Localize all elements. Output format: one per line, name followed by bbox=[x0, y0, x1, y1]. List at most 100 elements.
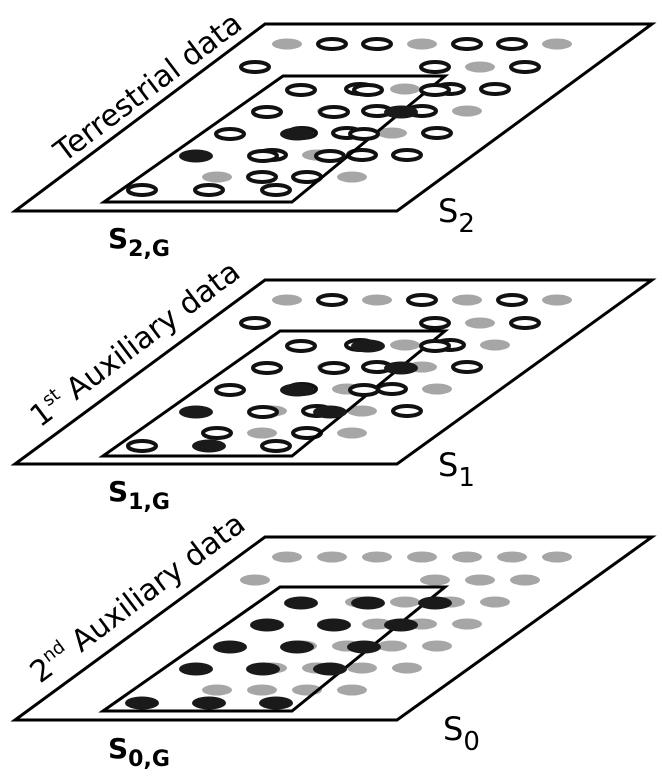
subregion-data-point bbox=[317, 618, 351, 632]
subregion-data-point bbox=[280, 640, 314, 654]
data-point bbox=[509, 60, 541, 74]
data-point bbox=[497, 551, 527, 563]
subregion-data-point bbox=[260, 439, 292, 453]
subregion-data-point bbox=[179, 405, 213, 419]
data-point bbox=[451, 37, 483, 51]
data-point bbox=[337, 684, 367, 696]
subregion-data-point bbox=[213, 640, 247, 654]
subregion-data-point bbox=[214, 383, 246, 397]
data-point bbox=[479, 82, 511, 96]
subregion-data-point bbox=[419, 339, 451, 353]
data-point bbox=[272, 294, 302, 306]
data-point bbox=[347, 405, 377, 417]
data-point bbox=[240, 574, 270, 586]
subregion-data-point bbox=[259, 696, 293, 710]
subregion-dots-2nd-auxiliary bbox=[125, 596, 452, 710]
data-point bbox=[419, 60, 451, 74]
data-point bbox=[337, 427, 367, 439]
data-point bbox=[390, 83, 420, 95]
data-point bbox=[421, 126, 453, 140]
data-point bbox=[376, 382, 408, 396]
subregion-data-point bbox=[192, 696, 226, 710]
set-label-s0g: S0,G bbox=[108, 732, 170, 772]
data-point bbox=[451, 360, 483, 374]
subregion-data-point bbox=[384, 105, 418, 119]
data-point bbox=[377, 127, 407, 139]
data-point bbox=[542, 551, 572, 563]
subregion-data-point bbox=[246, 662, 280, 676]
subregion-data-point bbox=[214, 127, 246, 141]
data-point bbox=[390, 596, 420, 608]
subregion-s2g bbox=[99, 74, 450, 204]
subregion-data-point bbox=[284, 596, 318, 610]
data-point bbox=[542, 38, 572, 50]
data-point bbox=[316, 293, 348, 307]
set-label-s0: S0 bbox=[443, 710, 480, 757]
data-point bbox=[361, 37, 393, 51]
subregion-data-point bbox=[126, 183, 158, 197]
data-point bbox=[272, 551, 302, 563]
subregion-data-point bbox=[280, 383, 314, 397]
subregion-data-point bbox=[247, 149, 279, 163]
data-point bbox=[496, 293, 528, 307]
subregion-data-point bbox=[348, 383, 380, 397]
data-point bbox=[406, 293, 438, 307]
layer-1st-auxiliary: 1st Auxiliary data S1 S1,G bbox=[10, 254, 657, 515]
subregion-dots-terrestrial bbox=[126, 83, 451, 197]
dots-2nd-auxiliary bbox=[202, 551, 572, 696]
data-point bbox=[337, 171, 367, 183]
subregion-data-point bbox=[251, 105, 283, 119]
data-point bbox=[465, 317, 495, 329]
subregion-s0g bbox=[98, 585, 450, 713]
subregion-data-point bbox=[419, 83, 451, 97]
data-point bbox=[362, 294, 392, 306]
subregion-data-point bbox=[352, 83, 384, 97]
dots-terrestrial bbox=[202, 37, 572, 184]
set-label-s1: S1 bbox=[438, 446, 475, 493]
data-point bbox=[542, 294, 572, 306]
subregion-data-point bbox=[285, 83, 317, 97]
subregion-data-point bbox=[125, 696, 159, 710]
data-point bbox=[452, 618, 482, 630]
data-point bbox=[496, 37, 528, 51]
data-point bbox=[246, 170, 278, 184]
data-point bbox=[316, 37, 348, 51]
data-point bbox=[480, 596, 510, 608]
data-point bbox=[202, 684, 232, 696]
data-point bbox=[239, 60, 271, 74]
subregion-data-point bbox=[318, 105, 350, 119]
data-point bbox=[452, 105, 482, 117]
subregion-dots-1st-auxiliary bbox=[126, 339, 451, 453]
data-point bbox=[509, 316, 541, 330]
subregion-s1g bbox=[98, 329, 450, 458]
subregion-data-point bbox=[313, 662, 347, 676]
data-point bbox=[392, 662, 422, 674]
subregion-data-point bbox=[192, 439, 226, 453]
set-label-s2g: S2,G bbox=[108, 222, 170, 262]
data-point bbox=[420, 574, 450, 586]
subregion-data-point bbox=[251, 361, 283, 375]
subregion-data-point bbox=[280, 127, 314, 141]
data-point bbox=[317, 551, 347, 563]
data-point bbox=[201, 426, 233, 440]
subregion-data-point bbox=[179, 149, 213, 163]
data-point bbox=[247, 684, 277, 696]
subregion-data-point bbox=[313, 405, 347, 419]
data-point bbox=[347, 662, 377, 674]
subregion-data-point bbox=[351, 596, 385, 610]
subregion-data-point bbox=[260, 183, 292, 197]
dots-1st-auxiliary bbox=[201, 293, 572, 440]
data-point bbox=[377, 640, 407, 652]
layer-terrestrial: Terrestrial data S2 S2,G bbox=[10, 6, 657, 262]
data-point bbox=[480, 339, 510, 351]
subregion-data-point bbox=[351, 339, 385, 353]
subregion-data-point bbox=[314, 149, 346, 163]
set-label-s2: S2 bbox=[438, 192, 475, 239]
data-point bbox=[510, 574, 540, 586]
subregion-data-point bbox=[247, 405, 279, 419]
subregion-data-point bbox=[348, 127, 380, 141]
layer-2nd-auxiliary: 2nd Auxiliary data S0 S0,G bbox=[10, 506, 657, 772]
data-point bbox=[407, 551, 437, 563]
data-point bbox=[362, 618, 392, 630]
subregion-data-point bbox=[384, 618, 418, 632]
